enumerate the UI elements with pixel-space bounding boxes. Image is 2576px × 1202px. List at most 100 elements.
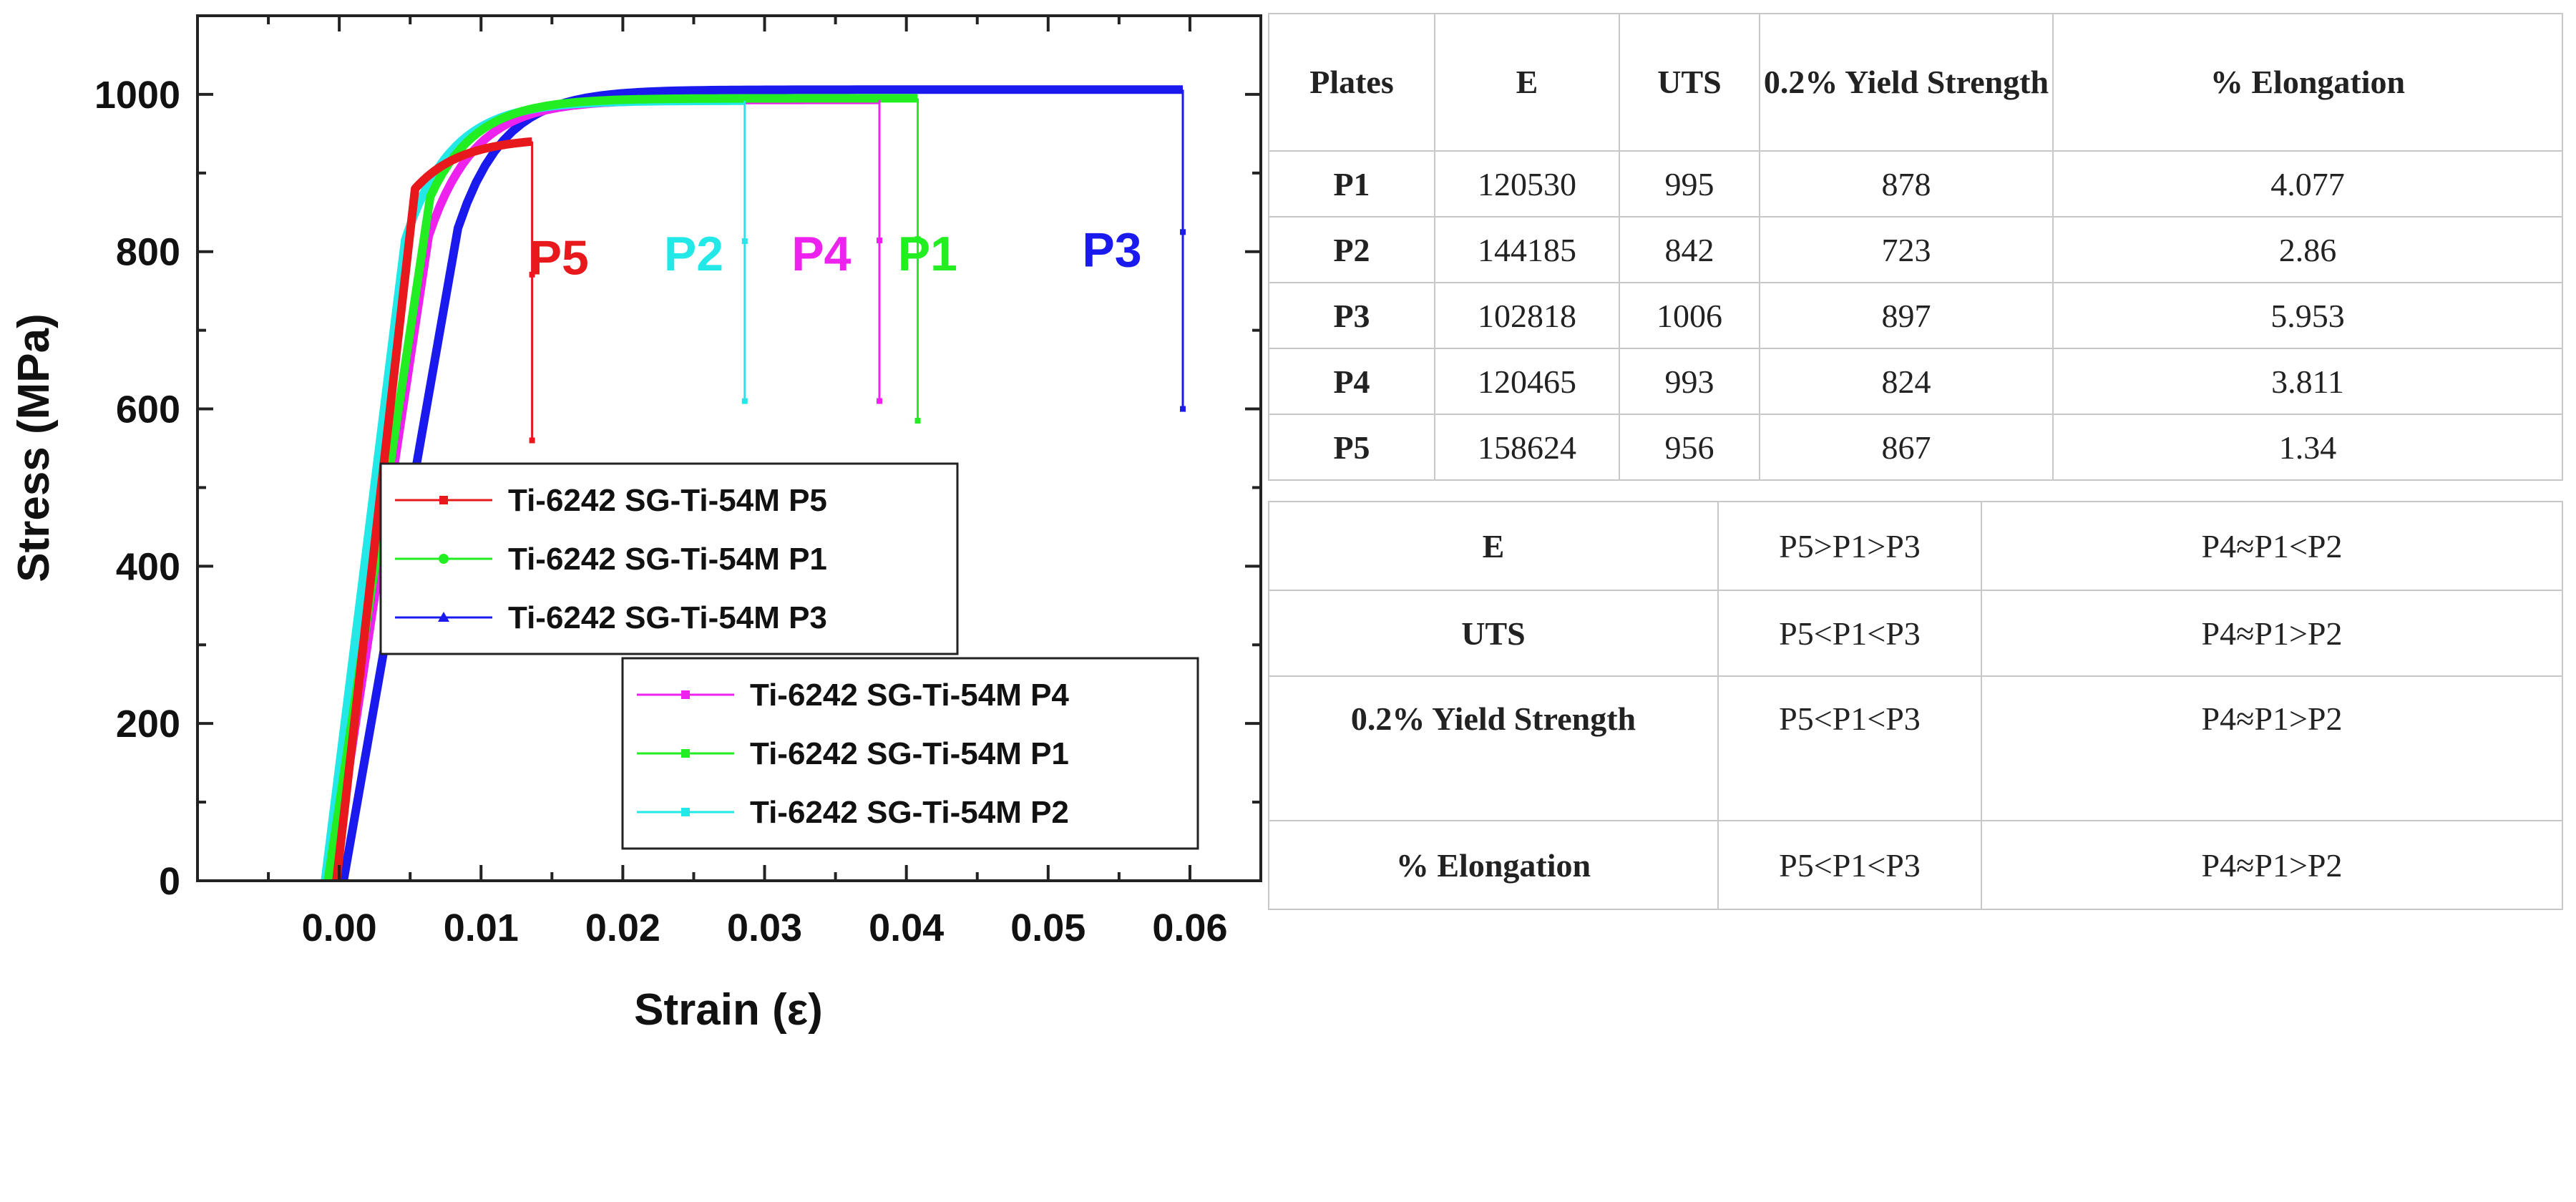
header-cell: 0.2% Yield Strength (1759, 13, 2054, 152)
header-cell: % Elongation (2052, 13, 2563, 152)
comparison-row: E P5>P1>P3 P4≈P1<P2 (1268, 501, 2563, 591)
plate-cell: P5 (1268, 414, 1435, 481)
value-cell: 120530 (1434, 150, 1620, 218)
value-cell: 995 (1619, 150, 1760, 218)
value-cell: 2.86 (2052, 216, 2563, 283)
fracture-marker-p4 (877, 398, 883, 404)
annotation-p2: P2 (664, 227, 723, 281)
legend-marker (438, 612, 449, 622)
plate-cell: P4 (1268, 348, 1435, 415)
fracture-lines (529, 89, 1186, 444)
value-cell: 1.34 (2052, 414, 2563, 481)
value-cell: 102818 (1434, 282, 1620, 349)
comparison-cell: P5>P1>P3 (1717, 501, 1982, 591)
annotation-p4: P4 (791, 227, 851, 281)
fracture-marker-mid-p4 (877, 238, 883, 244)
fracture-marker-p3 (1180, 406, 1186, 412)
value-cell: 3.811 (2052, 348, 2563, 415)
value-cell: 120465 (1434, 348, 1620, 415)
y-tick-label: 400 (116, 545, 180, 588)
legend-label: Ti-6242 SG-Ti-54M P4 (750, 678, 1069, 713)
value-cell: 956 (1619, 414, 1760, 481)
comparison-cell: P5<P1<P3 (1717, 820, 1982, 910)
legend-secondary: Ti-6242 SG-Ti-54M P4 Ti-6242 SG-Ti-54M P1… (621, 657, 1199, 850)
fracture-marker-p1 (914, 418, 921, 424)
y-tick-label: 200 (116, 703, 180, 746)
header-cell: UTS (1619, 13, 1760, 152)
x-axis-title: Strain (ε) (634, 985, 823, 1035)
value-cell: 867 (1759, 414, 2054, 481)
legend-label: Ti-6242 SG-Ti-54M P1 (508, 542, 827, 577)
y-tick-label: 800 (116, 231, 180, 274)
plate-cell: P1 (1268, 150, 1435, 218)
x-tick-label: 0.01 (444, 907, 519, 949)
fracture-marker-mid-p3 (1180, 229, 1186, 235)
x-tick-label: 0.05 (1010, 907, 1085, 949)
plate-cell: P3 (1268, 282, 1435, 349)
value-cell: 824 (1759, 348, 2054, 415)
curve-p5 (332, 137, 535, 881)
comparison-table: E P5>P1>P3 P4≈P1<P2 UTS P5<P1<P3 P4≈P1>P2 0.2%… (1268, 501, 2563, 910)
table-row: P4 120465 993 824 3.811 (1268, 348, 2563, 415)
axis-ticks (197, 16, 1261, 882)
legend-marker (681, 808, 690, 816)
properties-table: Plates E UTS 0.2% Yield Strength% Elongatio… (1268, 13, 2563, 481)
x-tick-label: 0.02 (585, 907, 660, 949)
comparison-cell: P4≈P1>P2 (1981, 820, 2563, 910)
header-cell: E (1434, 13, 1620, 152)
x-tick-label: 0.00 (302, 907, 377, 949)
legend-marker (681, 690, 690, 699)
property-cell: 0.2% Yield Strength (1268, 675, 1719, 821)
stress-strain-chart: 0.00 0.01 0.02 0.03 0.04 0.05 0.06 0 200 400 600 80… (9, 14, 1262, 1035)
fracture-marker-mid-p1 (914, 236, 921, 243)
plot-frame (196, 14, 1262, 882)
chart-curves (321, 85, 1183, 882)
comparison-cell: P4≈P1>P2 (1981, 590, 2563, 677)
table-row: P2 144185 842 723 2.86 (1268, 216, 2563, 283)
fracture-marker-mid-p2 (741, 238, 748, 245)
fracture-marker-p2 (741, 398, 748, 404)
chart-labels: 0.00 0.01 0.02 0.03 0.04 0.05 0.06 0 200 400 600 80… (9, 74, 1227, 1035)
comparison-cell: P4≈P1<P2 (1981, 501, 2563, 591)
annotation-p1: P1 (898, 227, 957, 281)
x-tick-label: 0.04 (869, 907, 944, 949)
plate-cell: P2 (1268, 216, 1435, 283)
property-cell: E (1268, 501, 1719, 591)
value-cell: 1006 (1619, 282, 1760, 349)
comparison-cell: P4≈P1>P2 (1981, 675, 2563, 821)
value-cell: 993 (1619, 348, 1760, 415)
y-tick-label: 1000 (94, 74, 180, 117)
table-row: P3 102818 1006 897 5.953 (1268, 282, 2563, 349)
legend-label: Ti-6242 SG-Ti-54M P3 (508, 600, 827, 635)
annotation-p5: P5 (530, 231, 589, 285)
fracture-marker-mid-p5 (529, 271, 535, 278)
properties-header-row: Plates E UTS 0.2% Yield Strength% Elongatio… (1268, 13, 2563, 152)
y-tick-label: 0 (159, 860, 180, 903)
value-cell: 144185 (1434, 216, 1620, 283)
table-row: P5 158624 956 867 1.34 (1268, 414, 2563, 481)
header-cell: Plates (1268, 13, 1435, 152)
legend-label: Ti-6242 SG-Ti-54M P1 (750, 736, 1069, 771)
fracture-marker-p5 (529, 437, 535, 444)
value-cell: 5.953 (2052, 282, 2563, 349)
comparison-cell: P5<P1<P3 (1717, 675, 1982, 821)
curve-p1 (323, 94, 918, 881)
y-axis-title: Stress (MPa) (9, 313, 59, 582)
legend-primary: Ti-6242 SG-Ti-54M P5 Ti-6242 SG-Ti-54M P1… (379, 462, 959, 655)
value-cell: 158624 (1434, 414, 1620, 481)
legend-marker (681, 749, 690, 758)
value-cell: 897 (1759, 282, 2054, 349)
value-cell: 842 (1619, 216, 1760, 283)
value-cell: 723 (1759, 216, 2054, 283)
comparison-row: UTS P5<P1<P3 P4≈P1>P2 (1268, 590, 2563, 677)
value-cell: 4.077 (2052, 150, 2563, 218)
x-tick-label: 0.06 (1152, 907, 1227, 949)
legend-label: Ti-6242 SG-Ti-54M P2 (750, 795, 1069, 830)
comparison-row: 0.2% Yield Strength P5<P1<P3 P4≈P1>P2 (1268, 675, 2563, 821)
annotation-p3: P3 (1082, 223, 1141, 278)
property-cell: % Elongation (1268, 820, 1719, 910)
legend-marker (439, 496, 448, 504)
property-cell: UTS (1268, 590, 1719, 677)
comparison-cell: P5<P1<P3 (1717, 590, 1982, 677)
x-tick-label: 0.03 (727, 907, 802, 949)
